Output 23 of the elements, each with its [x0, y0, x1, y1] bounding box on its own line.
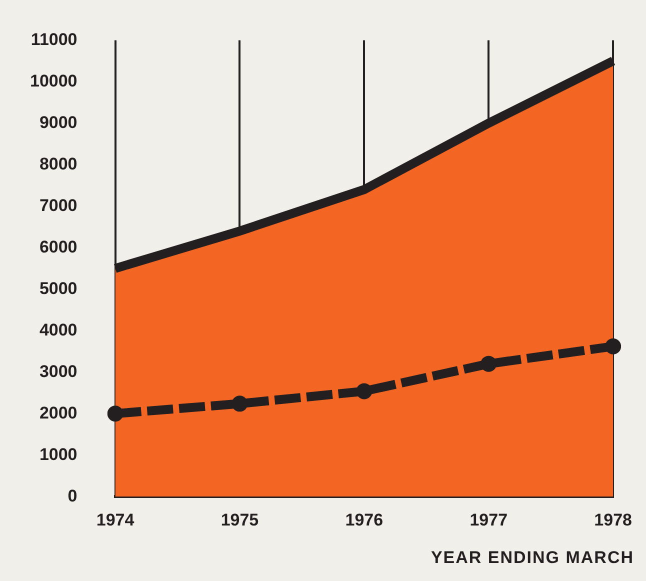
y-tick-label: 9000	[39, 112, 78, 132]
y-tick-label: 8000	[39, 154, 78, 174]
y-tick-label: 10000	[30, 71, 78, 90]
point	[232, 396, 248, 412]
x-tick-label: 1974	[96, 510, 135, 530]
y-tick-label: 6000	[39, 237, 78, 256]
y-tick-label: 3000	[39, 362, 78, 381]
x-axis-title: YEAR ENDING MARCH	[430, 548, 634, 568]
y-tick-label: 11000	[30, 30, 78, 49]
x-tick-label: 1975	[220, 510, 259, 530]
x-tick-label: 1977	[470, 510, 508, 530]
y-tick-label: 7000	[39, 196, 78, 215]
point	[107, 406, 124, 422]
y-tick-label: 2000	[39, 403, 78, 422]
x-tick-label: 1978	[594, 510, 632, 530]
x-tick-label: 1976	[345, 510, 384, 530]
y-tick-label: 4000	[39, 320, 78, 340]
point	[605, 338, 622, 354]
point	[480, 356, 497, 372]
y-tick-label: 1000	[39, 444, 78, 464]
y-tick-label: 0	[68, 486, 78, 506]
y-tick-label: 5000	[39, 278, 78, 298]
point	[356, 383, 372, 400]
